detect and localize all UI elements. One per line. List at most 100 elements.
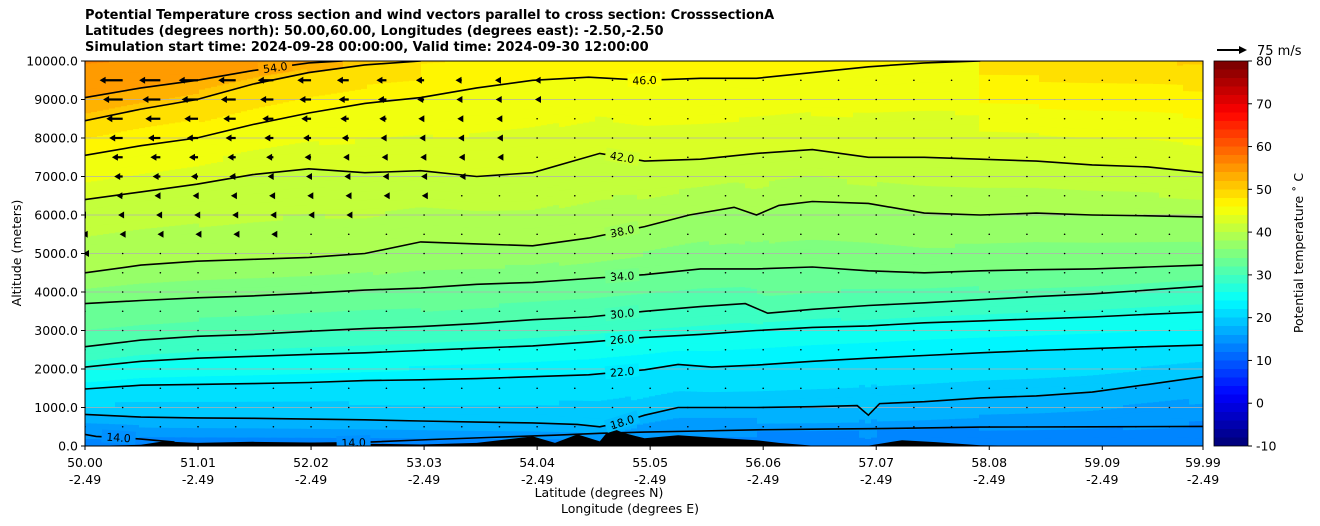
temperature-fill-cell [349,217,356,228]
temperature-fill-cell [91,328,98,338]
temperature-fill-cell [241,86,248,96]
temperature-fill-cell [541,151,548,162]
temperature-fill-cell [523,154,530,165]
temperature-fill-cell [385,72,392,83]
temperature-fill-cell [487,275,494,285]
temperature-fill-cell [565,424,572,433]
temperature-fill-cell [373,92,380,103]
temperature-fill-cell [259,202,266,213]
temperature-fill-cell [145,135,152,146]
temperature-fill-cell [511,346,518,356]
temperature-fill-cell [187,289,194,299]
temperature-fill-cell [325,381,332,392]
temperature-fill-cell [295,107,302,116]
temperature-fill-cell [487,355,494,364]
temperature-fill-cell [145,308,152,317]
temperature-fill-cell [601,217,608,227]
temperature-fill-cell [367,172,374,183]
temperature-fill-cell [427,233,434,243]
temperature-fill-cell [529,422,536,432]
temperature-fill-cell [553,414,560,425]
temperature-fill-cell [301,213,308,223]
temperature-fill-cell [727,216,734,227]
temperature-fill-cell [571,317,578,327]
temperature-fill-cell [529,163,536,174]
temperature-fill-cell [715,323,722,334]
temperature-fill-cell [373,352,380,363]
temperature-fill-cell [361,46,368,53]
temperature-fill-cell [391,100,398,110]
temperature-fill-cell [511,283,518,294]
temperature-fill-cell [619,240,626,250]
temperature-fill-cell [343,106,350,117]
temperature-fill-cell [367,111,374,121]
temperature-fill-cell [439,277,446,288]
temperature-fill-cell [673,244,680,255]
temperature-fill-cell [127,348,134,357]
temperature-fill-cell [235,64,242,74]
temperature-fill-cell [661,281,668,292]
temperature-fill-cell [553,404,560,415]
temperature-fill-cell [571,61,578,71]
temperature-fill-cell [367,380,374,390]
temperature-fill-cell [553,423,560,432]
temperature-fill-cell [649,301,656,312]
temperature-fill-cell [109,83,116,94]
temperature-fill-cell [589,297,596,308]
temperature-fill-cell [283,46,290,54]
temperature-fill-cell [679,114,686,125]
temperature-fill-cell [685,373,692,383]
temperature-fill-cell [511,191,518,202]
temperature-fill-cell [649,319,656,329]
temperature-fill-cell [565,407,572,417]
temperature-fill-cell [181,329,188,338]
temperature-fill-cell [247,259,254,270]
temperature-fill-cell [487,227,494,237]
temperature-fill-cell [151,227,158,238]
temperature-fill-cell [445,294,452,303]
temperature-fill-cell [397,380,404,389]
temperature-fill-cell [667,281,674,292]
temperature-fill-cell [505,354,512,364]
temperature-fill-cell [385,264,392,274]
temperature-fill-cell [121,240,128,250]
temperature-fill-cell [181,313,188,323]
temperature-fill-cell [367,280,374,291]
temperature-fill-cell [259,61,266,63]
temperature-fill-cell [157,299,164,309]
temperature-fill-cell [475,371,482,380]
temperature-fill-cell [559,308,566,320]
temperature-fill-cell [349,61,356,68]
temperature-fill-cell [199,164,206,175]
temperature-fill-cell [223,179,230,189]
temperature-fill-cell [673,350,680,359]
temperature-fill-cell [199,183,206,193]
temperature-fill-cell [457,324,464,334]
temperature-fill-cell [307,382,314,393]
temperature-fill-cell [607,163,614,174]
temperature-fill-cell [163,299,170,308]
temperature-fill-cell [169,215,176,227]
temperature-fill-cell [643,198,650,209]
temperature-fill-cell [193,343,200,352]
temperature-fill-cell [493,235,500,246]
temperature-fill-cell [103,125,110,135]
temperature-fill-cell [655,264,662,275]
temperature-fill-cell [577,317,584,327]
temperature-fill-cell [127,184,134,195]
temperature-fill-cell [391,404,398,414]
temperature-fill-cell [187,157,194,168]
temperature-fill-cell [535,134,542,145]
temperature-fill-cell [121,275,128,286]
temperature-fill-cell [715,235,722,245]
temperature-fill-cell [289,275,296,286]
temperature-fill-cell [229,315,236,327]
temperature-fill-cell [601,106,608,117]
temperature-fill-cell [199,174,206,185]
temperature-fill-cell [145,339,152,348]
temperature-fill-cell [673,382,680,392]
temperature-fill-cell [127,355,134,364]
temperature-fill-cell [469,71,476,81]
temperature-fill-cell [571,391,578,401]
temperature-fill-cell [685,342,692,351]
